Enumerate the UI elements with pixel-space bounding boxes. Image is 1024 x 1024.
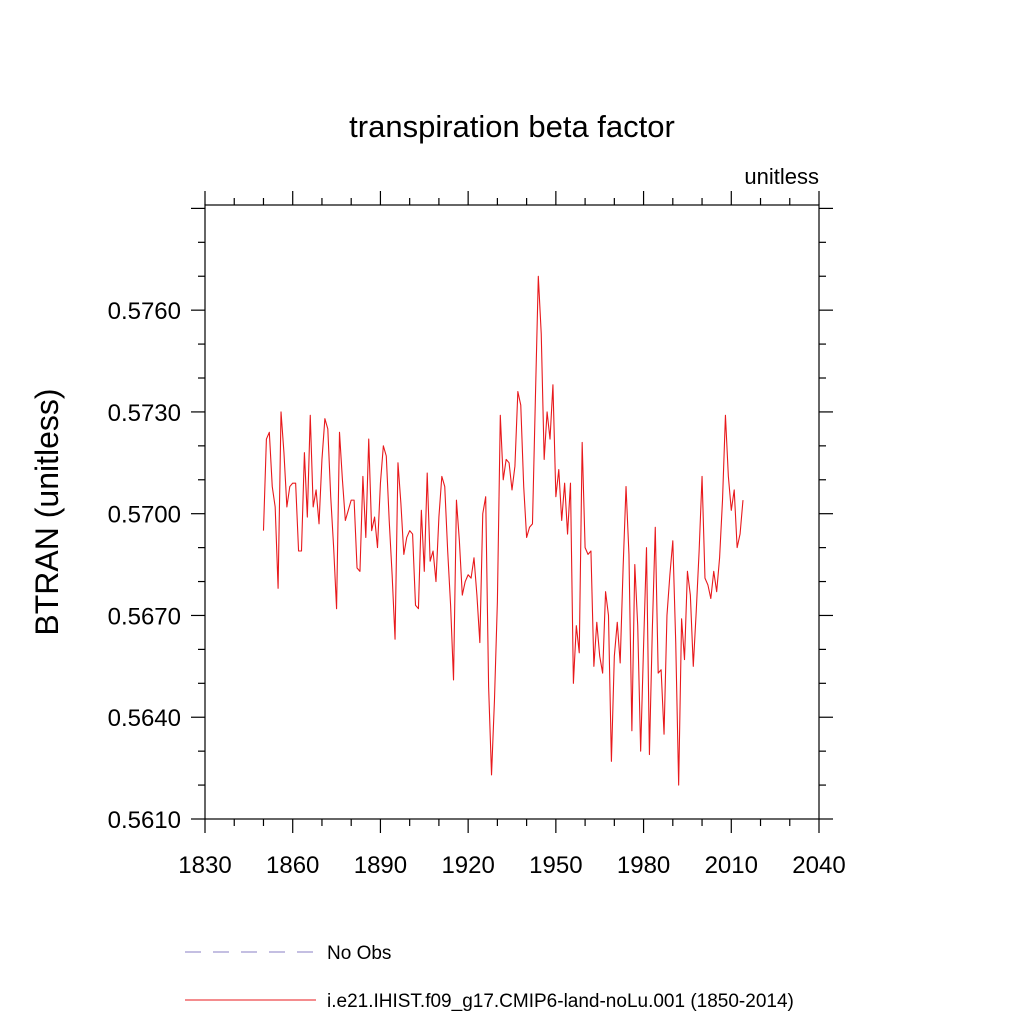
units-label: unitless [744, 164, 819, 189]
y-axis-label: BTRAN (unitless) [29, 388, 65, 635]
x-axis: 1830 1860 1890 1920 1950 1980 2010 2040 [178, 191, 846, 879]
x-tick-label: 1920 [441, 852, 494, 879]
x-tick-label: 1950 [529, 852, 582, 879]
y-tick-label: 0.5670 [108, 603, 181, 630]
chart-title: transpiration beta factor [349, 109, 675, 144]
y-tick-label: 0.5640 [108, 705, 181, 732]
y-tick-label: 0.5610 [108, 807, 181, 834]
x-tick-label: 1830 [178, 852, 231, 879]
plot-frame [204, 204, 820, 820]
y-axis: 0.5610 0.5640 0.5670 0.5700 0.5730 0.5760 [108, 207, 833, 834]
series-layer [262, 275, 744, 786]
y-tick-label: 0.5730 [108, 400, 181, 427]
y-tick-label: 0.5700 [108, 502, 181, 529]
legend-label: i.e21.IHIST.f09_g17.CMIP6-land-noLu.001 … [327, 991, 794, 1012]
x-tick-label: 2040 [792, 852, 845, 879]
x-tick-label: 2010 [705, 852, 758, 879]
x-tick-label: 1860 [266, 852, 319, 879]
x-tick-label: 1890 [354, 852, 407, 879]
x-tick-label: 1980 [617, 852, 670, 879]
y-tick-label: 0.5760 [108, 298, 181, 325]
legend: No Obs i.e21.IHIST.f09_g17.CMIP6-land-noL… [185, 943, 794, 1012]
legend-label: No Obs [327, 943, 391, 964]
series-line [262, 275, 744, 786]
